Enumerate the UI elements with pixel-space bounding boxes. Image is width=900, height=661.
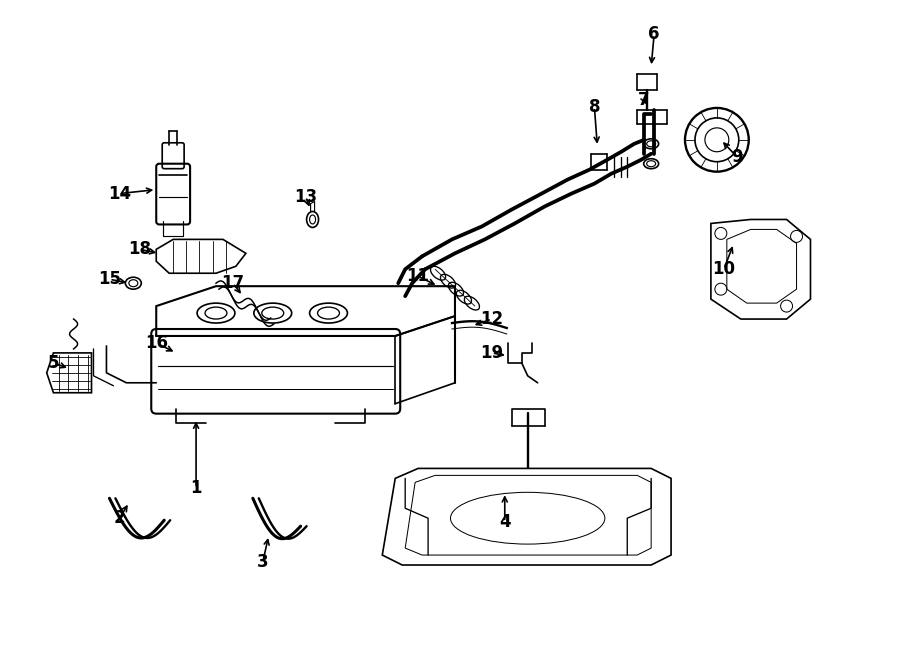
Text: 1: 1 <box>190 479 202 497</box>
Text: 2: 2 <box>113 509 125 527</box>
Text: 7: 7 <box>638 91 650 109</box>
Text: 10: 10 <box>712 260 735 278</box>
Text: 6: 6 <box>648 25 660 43</box>
Text: 3: 3 <box>257 553 268 571</box>
Text: 5: 5 <box>48 354 59 372</box>
Text: 18: 18 <box>128 241 151 258</box>
Text: 17: 17 <box>221 274 245 292</box>
Text: 19: 19 <box>481 344 503 362</box>
Text: 12: 12 <box>481 310 503 328</box>
Text: 9: 9 <box>731 147 742 166</box>
Text: 8: 8 <box>589 98 600 116</box>
Text: 14: 14 <box>108 184 131 202</box>
Text: 11: 11 <box>407 267 429 286</box>
Text: 13: 13 <box>294 188 317 206</box>
Text: 15: 15 <box>98 270 121 288</box>
Text: 4: 4 <box>499 513 510 531</box>
Text: 16: 16 <box>145 334 167 352</box>
